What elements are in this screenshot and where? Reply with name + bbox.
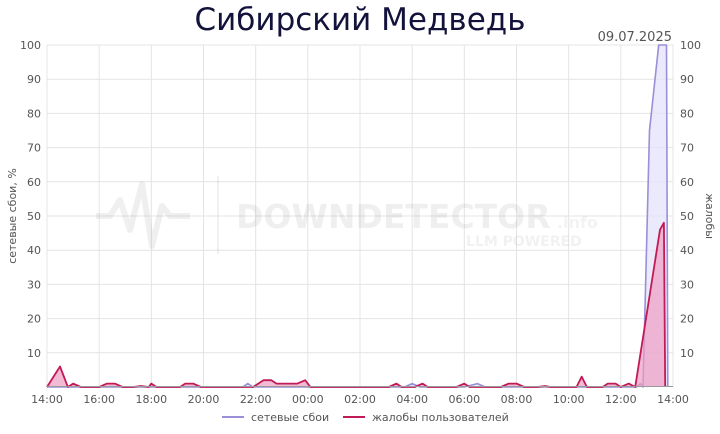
x-tick: 14:00: [31, 393, 63, 406]
y-axis-left-title: сетевые сбои, %: [6, 168, 19, 264]
y-tick-right: 40: [680, 244, 694, 257]
watermark: DOWNDETECTOR .info LLM POWERED: [96, 176, 598, 254]
y-tick-right: 70: [680, 142, 694, 155]
x-tick: 12:00: [605, 393, 637, 406]
y-tick-right: 30: [680, 278, 694, 291]
x-tick: 08:00: [501, 393, 533, 406]
y-tick-right: 20: [680, 313, 694, 326]
legend-label-0: сетевые сбои: [251, 411, 329, 424]
y-tick-right: 10: [680, 347, 694, 360]
date-label: 09.07.2025: [597, 30, 672, 45]
x-tick: 14:00: [657, 393, 689, 406]
watermark-suffix: .info: [557, 213, 598, 232]
y-tick-left: 60: [27, 176, 41, 189]
chart-title: Сибирский Медведь: [194, 2, 526, 38]
y-tick-right: 80: [680, 107, 694, 120]
y-tick-right: 90: [680, 73, 694, 86]
x-tick: 02:00: [344, 393, 376, 406]
x-tick: 00:00: [292, 393, 324, 406]
x-tick: 04:00: [396, 393, 428, 406]
y-tick-left: 80: [27, 107, 41, 120]
legend: сетевые сбои жалобы пользователей: [222, 411, 509, 424]
y-tick-right: 60: [680, 176, 694, 189]
y-tick-left: 50: [27, 210, 41, 223]
y-tick-left: 100: [20, 39, 41, 52]
watermark-pulse-icon: [96, 181, 190, 249]
y-tick-right: 50: [680, 210, 694, 223]
x-tick: 18:00: [135, 393, 167, 406]
x-tick: 10:00: [553, 393, 585, 406]
watermark-brand: DOWNDETECTOR: [236, 197, 551, 236]
x-tick: 06:00: [448, 393, 480, 406]
x-tick: 16:00: [83, 393, 115, 406]
y-axis-right-title: жалобы: [703, 193, 716, 239]
x-tick: 20:00: [188, 393, 220, 406]
y-tick-right: 100: [680, 39, 701, 52]
y-tick-left: 30: [27, 278, 41, 291]
x-tick: 22:00: [240, 393, 272, 406]
x-axis: 14:00 16:00 18:00 20:00 22:00 00:00 02:00 04:00…: [31, 393, 689, 406]
y-tick-left: 10: [27, 347, 41, 360]
chart-grid: [46, 44, 674, 387]
y-axis-right: 10 20 30 40 50 60 70 80 90 100: [680, 39, 701, 360]
legend-label-1: жалобы пользователей: [372, 411, 509, 424]
y-tick-left: 40: [27, 244, 41, 257]
series-line-0: [47, 44, 669, 388]
y-tick-left: 70: [27, 142, 41, 155]
watermark-tagline: LLM POWERED: [466, 234, 582, 250]
y-tick-left: 90: [27, 73, 41, 86]
y-axis-left: 10 20 30 40 50 60 70 80 90 100: [20, 39, 41, 360]
y-tick-left: 20: [27, 313, 41, 326]
